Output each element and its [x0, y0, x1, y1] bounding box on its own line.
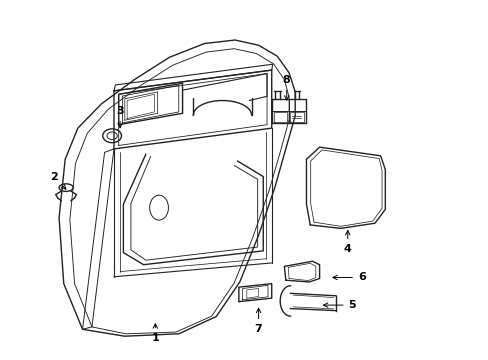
Text: 3: 3 — [116, 106, 123, 128]
Text: 5: 5 — [323, 300, 356, 310]
Text: 6: 6 — [332, 273, 365, 283]
Text: 2: 2 — [50, 172, 66, 189]
Text: 4: 4 — [343, 230, 351, 254]
Text: 7: 7 — [254, 308, 262, 334]
Text: 8: 8 — [282, 75, 290, 100]
Text: 1: 1 — [151, 324, 159, 343]
